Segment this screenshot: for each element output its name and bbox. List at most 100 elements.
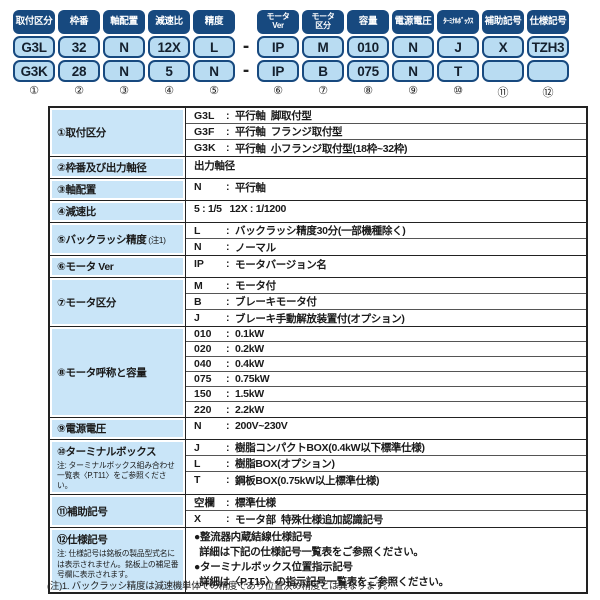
badge-line: 容量 <box>358 15 378 27</box>
column-number-8: ⑧ <box>363 85 373 97</box>
content-entry: 010:0.1kW <box>186 327 586 342</box>
content-entry: 150:1.5kW <box>186 387 586 402</box>
entry-desc: バックラッシ精度30分(一部機種除く) <box>235 225 406 237</box>
column-number-5: ⑤ <box>209 85 219 97</box>
content-entry: B: ブレーキモータ付 <box>186 294 586 310</box>
code-box-row1-3: N <box>103 36 145 58</box>
model-code-grid: 取付区分 枠番 軸配置 減速比 精度 モータ Ver モータ 区分 容量 電源電圧 ﾀｰﾐﾅﾙﾎﾞｯｸ… <box>13 10 569 100</box>
code-box-row1-6: IP <box>257 36 299 58</box>
entry-colon: : <box>226 109 230 122</box>
entry-code: L <box>194 457 201 470</box>
row-label: ⑫仕様記号注: 仕様記号は銘板の製品型式名には表示されません。銘板上の補足番号欄… <box>52 530 183 591</box>
entry-code: 010 <box>194 328 212 340</box>
row-content: M: モータ付 B: ブレーキモータ付 J: ブレーキ手動解放装置付(オプション) <box>186 278 586 326</box>
row-label-text: ⑥モータ Ver <box>57 261 114 273</box>
code-box-row1-11: X <box>482 36 524 58</box>
code-header-badge-10: ﾀｰﾐﾅﾙﾎﾞｯｸｽ <box>437 10 479 34</box>
row-content: IP: モータバージョン名 <box>186 256 586 277</box>
content-entry: 空欄: 標準仕様 <box>186 495 586 512</box>
entry-colon: : <box>226 441 230 454</box>
spec-table: ①取付区分 G3L: 平行軸 脚取付型 G3F: 平行軸 フランジ取付型 G3K: 平行軸 … <box>48 106 588 595</box>
entry-code: 220 <box>194 403 212 416</box>
entry-code: T <box>194 474 201 486</box>
entry-colon: : <box>226 328 230 340</box>
entry-code: N <box>194 181 202 193</box>
row-label: ⑤バックラッシ精度 (注1) <box>52 225 183 253</box>
content-entry: N:200V~230V <box>186 418 586 434</box>
code-header-badge-5: 精度 <box>193 10 235 34</box>
badge-line: ﾀｰﾐﾅﾙﾎﾞｯｸｽ <box>443 18 473 26</box>
code-box-row1-7: M <box>302 36 344 58</box>
code-box-row1-12: TZH3 <box>527 36 569 58</box>
row-label-text: ①取付区分 <box>57 126 106 139</box>
row-label-cell: ⑩ターミナルボックス 注: ターミナルボックス組み合わせ一覧表〈P.T11〉をご参… <box>50 440 186 495</box>
row-label: ⑧モータ呼称と容量 <box>52 329 183 415</box>
row-label-cell: ②枠番及び出力軸径 <box>50 157 186 178</box>
entry-colon: : <box>226 295 230 308</box>
column-number-10: ⑩ <box>453 85 463 97</box>
code-header-badge-12: 仕様記号 <box>527 10 569 34</box>
column-number-3: ③ <box>119 85 129 97</box>
entry-code: G3F <box>194 125 215 138</box>
entry-colon: : <box>226 125 230 138</box>
spec-note-lines: ●整流器内蔵結線仕様記号 詳細は下記の仕様記号一覧表をご参照ください。 ●ターミナ… <box>186 528 586 592</box>
entry-desc: 0.2kW <box>235 343 264 355</box>
row-content: 5 : 1/5 12X : 1/1200 <box>186 201 586 222</box>
entry-code: 020 <box>194 343 212 355</box>
code-header-badge-6: モータ Ver <box>257 10 299 34</box>
content-entry: N: ノーマル <box>186 239 586 255</box>
entry-desc: 平行軸 小フランジ取付型(18枠~32枠) <box>235 142 408 155</box>
row-label-cell: ⑫仕様記号注: 仕様記号は銘板の製品型式名には表示されません。銘板上の補足番号欄… <box>50 528 186 593</box>
entry-colon: : <box>226 258 230 270</box>
row-label-note: 注: 仕様記号は銘板の製品型式名には表示されません。銘板上の補足番号欄に表示され… <box>57 549 179 579</box>
entry-desc: 2.2kW <box>235 403 264 416</box>
entry-desc: 標準仕様 <box>235 497 276 510</box>
content-entry: G3K: 平行軸 小フランジ取付型(18枠~32枠) <box>186 140 586 156</box>
code-box-row2-2: 28 <box>58 60 100 82</box>
code-box-row2-5: N <box>193 60 235 82</box>
entry-code: J <box>194 312 200 324</box>
footnote: (注)1. バックラッシ精度は減速機単体での精度であり位置決め精度とは異なります… <box>47 581 393 592</box>
dash-spacer <box>238 84 254 100</box>
row-label: ⑥モータ Ver <box>52 258 183 275</box>
content-entry: 020:0.2kW <box>186 342 586 357</box>
entry-colon: : <box>226 420 230 432</box>
entry-code: M <box>194 279 203 292</box>
row-label-text: ②枠番及び出力軸径 <box>57 162 147 174</box>
entry-code: N <box>194 241 202 253</box>
entry-desc: モータ付 <box>235 280 276 292</box>
entry-colon: : <box>226 241 230 253</box>
code-box-row1-4: 12X <box>148 36 190 58</box>
row-label: ⑪補助記号 <box>52 497 183 526</box>
row-label-text: ⑫仕様記号 <box>57 534 108 547</box>
column-number-9: ⑨ <box>408 85 418 97</box>
badge-line: 取付区分 <box>15 15 53 27</box>
entry-desc: ブレーキモータ付 <box>235 296 317 308</box>
row-label: ⑦モータ区分 <box>52 280 183 324</box>
content-entry: 5 : 1/5 12X : 1/1200 <box>186 201 586 217</box>
entry-code: 150 <box>194 388 212 400</box>
table-row: ⑨電源電圧 N:200V~230V <box>50 418 586 440</box>
row-label-cell: ⑥モータ Ver <box>50 256 186 277</box>
badge-line: 枠番 <box>69 15 89 27</box>
entry-desc: モータ部 特殊仕様追加認識記号 <box>235 513 384 526</box>
entry-text: 出力軸径 <box>194 159 235 172</box>
content-entry: G3F: 平行軸 フランジ取付型 <box>186 124 586 140</box>
entry-colon: : <box>226 373 230 385</box>
column-number-11: ⑪ <box>497 87 509 99</box>
entry-colon: : <box>226 343 230 355</box>
row-label-text: ④減速比 <box>57 206 96 218</box>
code-box-row2-3: N <box>103 60 145 82</box>
code-box-row1-9: N <box>392 36 434 58</box>
code-box-row2-12 <box>527 60 569 82</box>
table-row: ⑧モータ呼称と容量 010:0.1kW 020:0.2kW 040:0.4kW 075:… <box>50 327 586 418</box>
badge-line: 区分 <box>315 21 331 30</box>
table-row: ③軸配置 N: 平行軸 <box>50 179 586 201</box>
content-entry: 出力軸径 <box>186 157 586 173</box>
row-label-text: ⑪補助記号 <box>57 505 108 518</box>
code-box-row2-9: N <box>392 60 434 82</box>
entry-text: 5 : 1/5 12X : 1/1200 <box>194 203 287 215</box>
entry-colon: : <box>226 358 230 370</box>
code-box-row1-2: 32 <box>58 36 100 58</box>
